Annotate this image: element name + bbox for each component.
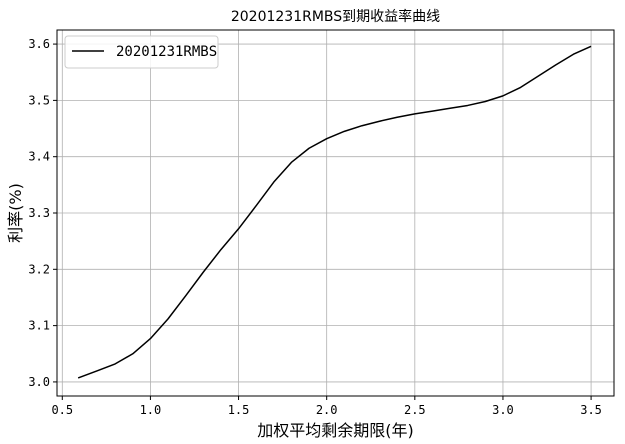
x-axis-label: 加权平均剩余期限(年) [257,421,414,440]
y-tick-label: 3.6 [28,37,50,51]
legend: 20201231RMBS [64,35,219,69]
y-tick-label: 3.2 [28,262,50,276]
series-layer [77,45,592,379]
x-tick-label: 1.0 [140,403,162,417]
chart-title: 20201231RMBS到期收益率曲线 [231,8,440,25]
x-tick-label: 0.5 [51,403,73,417]
legend-label: 20201231RMBS [116,44,217,60]
x-tick-label: 2.0 [316,403,338,417]
x-tick-label: 3.0 [492,403,514,417]
y-tick-label: 3.4 [28,150,50,164]
y-axis-ticks: 3.0 3.1 3.2 3.3 3.4 3.5 3.6 [28,37,57,389]
y-tick-label: 3.1 [28,319,50,333]
x-tick-label: 1.5 [228,403,250,417]
y-axis-label: 利率(%) [6,183,25,243]
y-tick-label: 3.5 [28,93,50,107]
x-tick-label: 2.5 [404,403,426,417]
x-axis-ticks: 0.5 1.0 1.5 2.0 2.5 3.0 3.5 [51,396,602,417]
legend-box [64,35,219,69]
grid [57,30,614,396]
x-tick-label: 3.5 [580,403,602,417]
y-tick-label: 3.3 [28,206,50,220]
y-tick-label: 3.0 [28,375,50,389]
series-line [77,45,592,379]
